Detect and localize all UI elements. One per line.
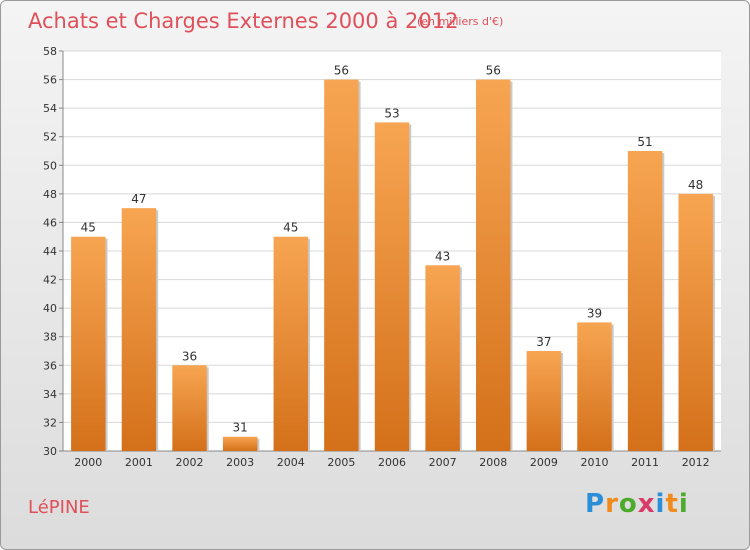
- bar-value-label: 56: [334, 64, 349, 78]
- bar-value-label: 36: [182, 349, 197, 363]
- x-tick-label: 2004: [277, 456, 305, 469]
- y-tick-label: 30: [43, 445, 57, 458]
- y-tick-label: 56: [43, 74, 57, 87]
- y-tick-label: 58: [43, 45, 57, 58]
- logo-letter: i: [678, 489, 689, 519]
- y-tick-label: 54: [43, 102, 57, 115]
- bar-value-label: 37: [536, 335, 551, 349]
- y-tick-label: 52: [43, 131, 57, 144]
- logo-letter: i: [655, 489, 666, 519]
- bar-value-label: 31: [233, 421, 248, 435]
- chart-subtitle: (en milliers d'€): [417, 15, 504, 28]
- bar: [71, 236, 106, 451]
- y-tick-label: 42: [43, 274, 57, 287]
- bar: [324, 79, 359, 452]
- bar: [577, 322, 612, 451]
- x-tick-label: 2012: [682, 456, 710, 469]
- logo-letter: o: [618, 489, 638, 519]
- x-tick-label: 2011: [631, 456, 659, 469]
- commune-name: LéPINE: [28, 497, 90, 518]
- y-tick-label: 50: [43, 159, 57, 172]
- y-tick-label: 34: [43, 388, 57, 401]
- y-tick-label: 46: [43, 216, 57, 229]
- logo-letter: t: [665, 489, 679, 519]
- x-tick-label: 2008: [479, 456, 507, 469]
- chart-title: Achats et Charges Externes 2000 à 2012: [28, 9, 459, 33]
- proxiti-logo[interactable]: Proxiti: [585, 489, 689, 519]
- x-tick-label: 2010: [580, 456, 608, 469]
- bar-value-label: 45: [283, 221, 298, 235]
- x-tick-label: 2000: [74, 456, 102, 469]
- bar-value-label: 51: [637, 135, 652, 149]
- bar: [476, 79, 511, 452]
- y-tick-label: 38: [43, 331, 57, 344]
- bar: [273, 236, 308, 451]
- bar-value-label: 48: [688, 178, 703, 192]
- x-tick-label: 2001: [125, 456, 153, 469]
- y-tick-label: 36: [43, 359, 57, 372]
- bar-value-label: 43: [435, 249, 450, 263]
- bar: [526, 351, 562, 451]
- logo-letter: P: [585, 489, 606, 519]
- x-tick-label: 2007: [429, 456, 457, 469]
- bar: [425, 265, 460, 451]
- x-tick-label: 2006: [378, 456, 406, 469]
- y-tick-label: 32: [43, 416, 57, 429]
- bar-value-label: 45: [81, 221, 96, 235]
- bar-value-label: 47: [131, 192, 146, 206]
- x-tick-label: 2009: [530, 456, 558, 469]
- bar: [222, 436, 258, 451]
- x-tick-label: 2003: [226, 456, 254, 469]
- logo-letter: r: [605, 489, 619, 519]
- y-tick-label: 44: [43, 245, 57, 258]
- bar: [172, 365, 207, 451]
- bar: [374, 122, 410, 451]
- x-tick-label: 2002: [176, 456, 204, 469]
- bar-value-label: 56: [486, 64, 501, 78]
- y-tick-label: 48: [43, 188, 57, 201]
- x-tick-label: 2005: [327, 456, 355, 469]
- bar-value-label: 53: [384, 106, 399, 120]
- bar: [121, 208, 157, 451]
- logo-letter: x: [637, 489, 656, 519]
- bar: [678, 193, 713, 451]
- bar: [627, 151, 663, 451]
- y-tick-label: 40: [43, 302, 57, 315]
- bar-value-label: 39: [587, 306, 602, 320]
